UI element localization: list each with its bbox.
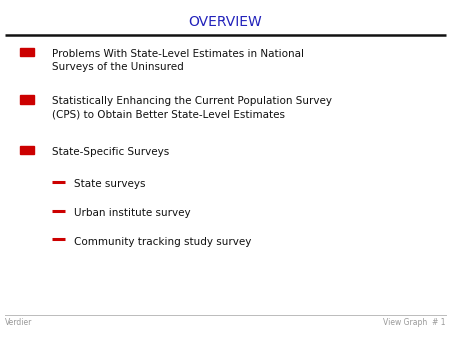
Text: Problems With State-Level Estimates in National
Surveys of the Uninsured: Problems With State-Level Estimates in N…	[52, 49, 304, 72]
Text: OVERVIEW: OVERVIEW	[188, 15, 262, 29]
Bar	[20, 146, 34, 154]
Text: Community tracking study survey: Community tracking study survey	[74, 237, 252, 247]
Text: Statistically Enhancing the Current Population Survey
(CPS) to Obtain Better Sta: Statistically Enhancing the Current Popu…	[52, 96, 332, 119]
Text: State surveys: State surveys	[74, 179, 146, 189]
Text: State-Specific Surveys: State-Specific Surveys	[52, 147, 169, 157]
Text: Urban institute survey: Urban institute survey	[74, 208, 191, 218]
Text: View Graph  # 1: View Graph # 1	[383, 318, 446, 328]
Bar	[20, 48, 34, 56]
Text: Verdier: Verdier	[4, 318, 32, 328]
Bar	[20, 95, 34, 104]
